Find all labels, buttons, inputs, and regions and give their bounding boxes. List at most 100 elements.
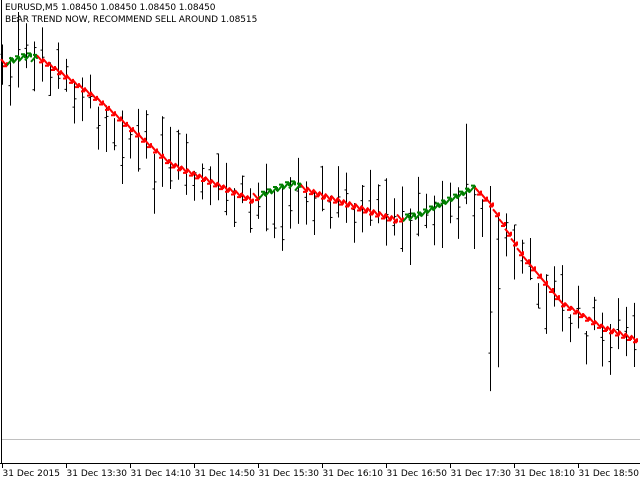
ohlc-bar [560, 265, 565, 332]
bear-arrow-icon [384, 212, 392, 222]
bear-arrow-icon [390, 214, 398, 224]
time-tick-label: 31 Dec 18:50 [579, 469, 640, 479]
bear-arrow-icon [144, 139, 152, 149]
ohlc-bar [176, 129, 181, 180]
ohlc-bar [104, 105, 109, 153]
ohlc-bar [56, 42, 61, 89]
bear-arrow-icon [360, 204, 368, 214]
time-tick-label: 31 Dec 15:30 [259, 469, 320, 479]
ohlc-bar [72, 82, 77, 124]
bear-arrow-icon [546, 284, 554, 293]
ohlc-bar [184, 133, 189, 195]
bull-arrow-icon [18, 53, 26, 62]
bear-arrow-icon [96, 96, 104, 106]
bear-arrow-icon [516, 247, 524, 257]
ohlc-bar [416, 176, 421, 237]
ohlc-bar [24, 23, 29, 69]
ohlc-bar [96, 106, 101, 150]
ohlc-bar [368, 169, 373, 226]
time-tick-label: 31 Dec 18:10 [515, 469, 576, 479]
ohlc-bar [480, 199, 485, 238]
bear-arrow-icon [48, 62, 56, 71]
bull-arrow-icon [258, 190, 266, 200]
bear-arrow-icon [366, 206, 374, 216]
bear-arrow-icon [486, 198, 494, 208]
bull-arrow-icon [288, 180, 296, 190]
ohlc-bar [384, 178, 389, 246]
bull-arrow-icon [6, 57, 14, 66]
bear-arrow-icon [372, 208, 380, 218]
bear-arrow-icon [330, 194, 338, 204]
bear-arrow-icon [150, 144, 158, 154]
ohlc-bar [208, 166, 213, 206]
ohlc-bar [80, 77, 85, 122]
time-axis: 31 Dec 2015 31 Dec 13:30 31 Dec 14:10 31 De… [2, 463, 640, 479]
ohlc-bar [216, 153, 221, 201]
bear-arrow-icon [522, 255, 530, 265]
bear-arrow-icon [138, 134, 146, 143]
ohlc-bar [624, 306, 629, 357]
bear-arrow-icon [498, 218, 506, 228]
bear-arrow-icon [72, 79, 80, 89]
ohlc-bar [168, 126, 173, 189]
bear-arrow-icon [246, 194, 254, 204]
bear-arrow-icon [540, 277, 548, 286]
ohlc-bar [32, 41, 37, 92]
ohlc-bar [120, 110, 125, 185]
ohlc-bar [504, 213, 509, 257]
ohlc-bar [472, 189, 477, 249]
ohlc-bar [600, 312, 605, 367]
ohlc-bar [336, 166, 341, 218]
ohlc-bar [632, 302, 637, 368]
ohlc-bar [536, 283, 541, 309]
ohlc-bar [48, 62, 53, 96]
ohlc-bar [320, 165, 325, 212]
ohlc-bar [352, 203, 357, 243]
bear-arrow-icon [492, 208, 500, 218]
time-tick-label: 31 Dec 2015 [3, 469, 61, 479]
bear-arrow-icon [168, 159, 176, 169]
ohlc-bar [272, 190, 277, 239]
ohlc-bar [248, 188, 253, 233]
bear-arrow-icon [564, 302, 572, 311]
bear-arrow-icon [582, 313, 590, 322]
ohlc-bar [344, 172, 349, 223]
ohlc-bar [312, 190, 317, 236]
trend-signal-text: BEAR TREND NOW, RECOMMEND SELL AROUND 1.… [5, 15, 258, 25]
ohlc-bar [432, 195, 437, 246]
bear-arrow-icon [504, 228, 512, 237]
ohlc-bar [488, 186, 493, 392]
ohlc-bar [552, 266, 557, 307]
ohlc-bar [264, 163, 269, 232]
bear-arrow-icon [66, 75, 74, 84]
price-bars [0, 11, 637, 392]
time-tick-label: 31 Dec 17:30 [451, 469, 512, 479]
symbol-ohlc-label: EURUSD,M5 1.08450 1.08450 1.08450 1.0845… [5, 3, 216, 13]
bear-arrow-icon [594, 320, 602, 329]
ohlc-bar [136, 108, 141, 172]
ohlc-bar [128, 128, 133, 159]
ohlc-bar [296, 157, 301, 224]
bear-arrow-icon [120, 118, 128, 127]
ohlc-bar [40, 27, 45, 82]
bear-arrow-icon [108, 107, 116, 117]
bull-arrow-icon [24, 52, 32, 62]
time-tick-label: 31 Dec 16:10 [323, 469, 384, 479]
bear-arrow-icon [354, 202, 362, 212]
bear-arrow-icon [162, 155, 170, 165]
bear-arrow-icon [378, 210, 386, 220]
ohlc-bar [88, 74, 93, 109]
ohlc-bar [584, 331, 589, 365]
bear-arrow-icon [528, 262, 536, 272]
bull-arrow-icon [402, 213, 410, 223]
bear-arrow-icon [318, 190, 326, 200]
ohlc-bar [112, 118, 117, 151]
bear-arrow-icon [576, 309, 584, 319]
signal-arrows [0, 52, 638, 344]
ohlc-bar [440, 180, 445, 248]
ohlc-bar [448, 182, 453, 224]
bear-arrow-icon [480, 192, 488, 202]
ohlc-bar [16, 11, 21, 88]
ohlc-bar [280, 184, 285, 251]
